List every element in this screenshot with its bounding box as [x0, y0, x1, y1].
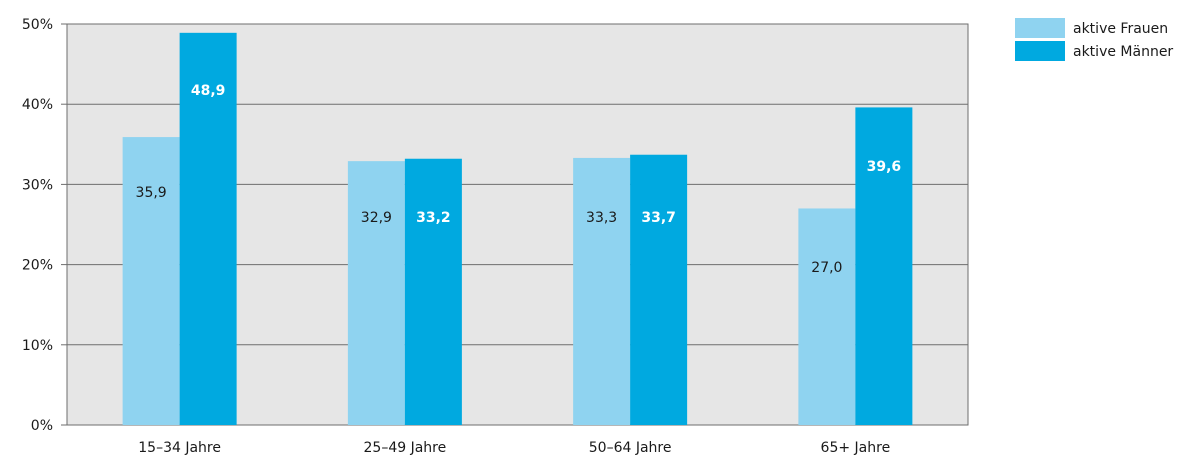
legend-label: aktive Männer: [1073, 44, 1173, 60]
x-tick-label: 25–49 Jahre: [364, 440, 447, 456]
bar-frauen: [798, 208, 856, 425]
y-tick-label: 50%: [22, 17, 53, 33]
bar-frauen: [347, 161, 405, 425]
legend-swatch: [1015, 41, 1065, 61]
data-label: 33,3: [586, 210, 617, 226]
bar-maenner: [630, 154, 688, 425]
legend: aktive Frauen aktive Männer: [1015, 18, 1173, 61]
x-tick-label: 65+ Jahre: [821, 440, 891, 456]
bar-maenner: [179, 32, 237, 426]
legend-label: aktive Frauen: [1073, 21, 1168, 37]
data-label: 33,2: [416, 210, 451, 226]
data-label: 39,6: [867, 159, 902, 175]
bars: 35,9 48,9 32,9 33,2 33,3 33,7 27,0 39,6: [122, 32, 913, 426]
bar-frauen: [122, 137, 180, 425]
bar-maenner: [404, 158, 462, 425]
y-tick-label: 30%: [22, 177, 53, 193]
y-tick-label: 0%: [31, 418, 53, 434]
y-tick-label: 10%: [22, 338, 53, 354]
x-axis: 15–34 Jahre 25–49 Jahre 50–64 Jahre 65+ Jah…: [138, 440, 890, 456]
bar-maenner: [855, 107, 913, 426]
data-label: 32,9: [361, 210, 392, 226]
y-tick-label: 20%: [22, 258, 53, 274]
data-label: 35,9: [136, 185, 167, 201]
y-axis: 0% 10% 20% 30% 40% 50%: [22, 17, 67, 434]
bar-frauen: [573, 157, 631, 425]
y-tick-label: 40%: [22, 97, 53, 113]
data-label: 33,7: [641, 210, 676, 226]
legend-swatch: [1015, 18, 1065, 38]
data-label: 27,0: [811, 260, 842, 276]
data-label: 48,9: [191, 83, 226, 99]
x-tick-label: 50–64 Jahre: [589, 440, 672, 456]
x-tick-label: 15–34 Jahre: [138, 440, 221, 456]
